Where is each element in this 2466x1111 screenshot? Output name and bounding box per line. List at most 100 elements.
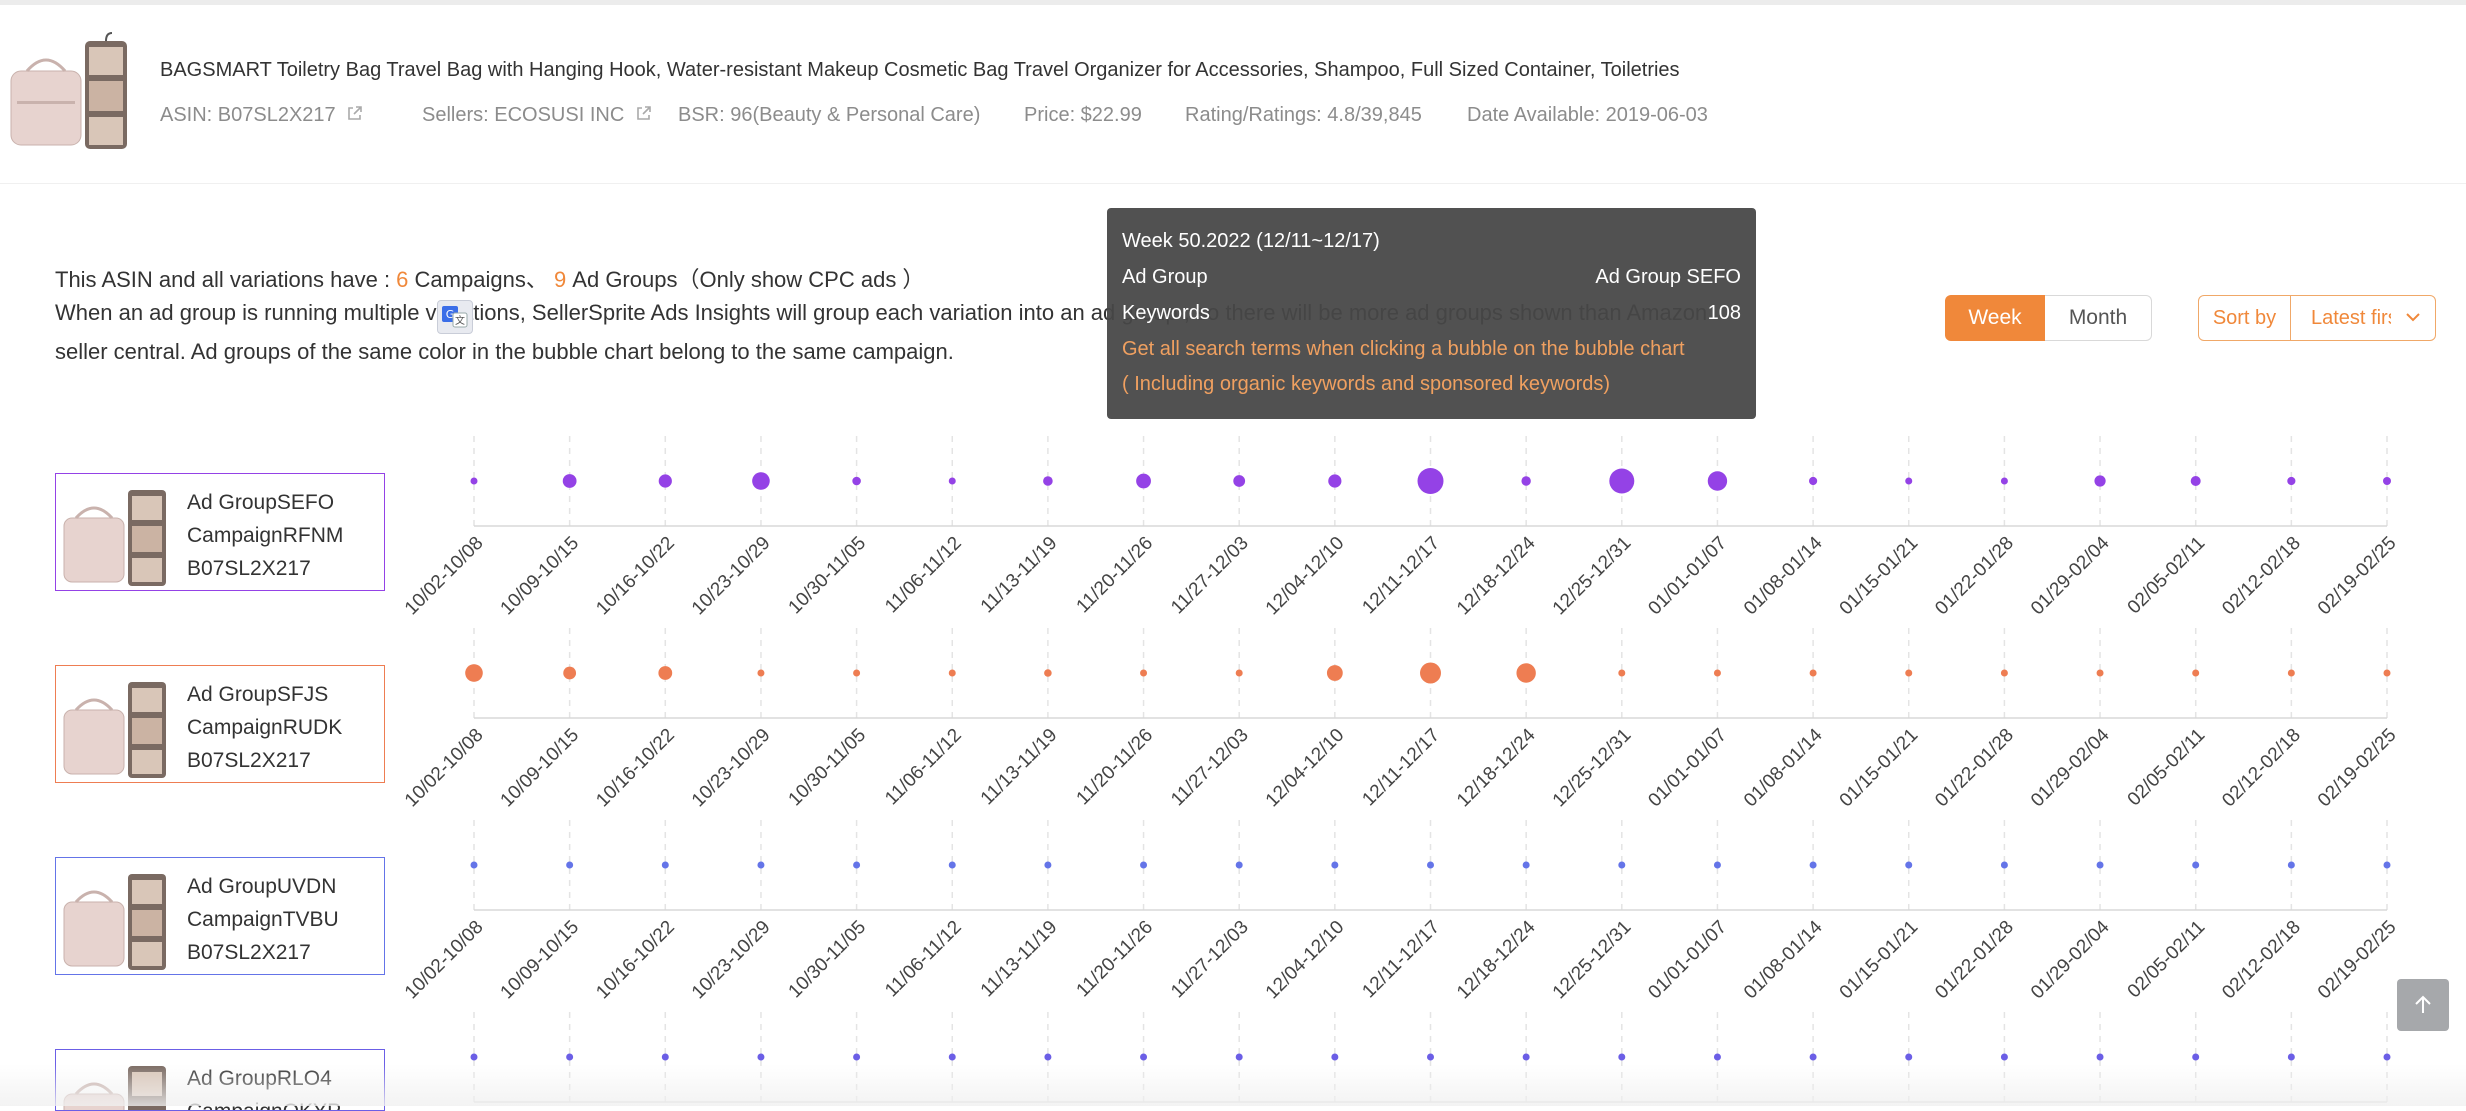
bubble[interactable] [1905,861,1913,869]
bubble[interactable] [563,666,577,680]
bubble[interactable] [1809,861,1817,869]
bubble[interactable] [1905,477,1913,485]
bubble[interactable] [1136,473,1151,489]
bubble[interactable] [658,474,672,488]
bubble[interactable] [757,861,765,869]
bubble[interactable] [1043,476,1053,486]
bubble[interactable] [2383,1053,2391,1061]
scroll-to-top-button[interactable] [2397,979,2449,1031]
bubble[interactable] [2287,861,2295,869]
bubble[interactable] [470,1053,478,1061]
adgroup-card-rlo4[interactable]: Ad GroupRLO4 CampaignOKYP [55,1049,385,1111]
bubble[interactable] [2000,669,2008,677]
bubble[interactable] [752,472,770,490]
bubble[interactable] [1235,669,1243,677]
product-thumbnail[interactable] [9,31,131,155]
week-toggle-button[interactable]: Week [1945,295,2045,341]
bubble[interactable] [1809,1053,1817,1061]
bubble[interactable] [1140,1053,1148,1061]
asin-text[interactable]: ASIN: B07SL2X217 [160,104,336,126]
bubble[interactable] [2096,861,2104,869]
bubble[interactable] [853,669,861,677]
sort-selected-value[interactable]: Latest first [2311,307,2391,329]
bubble[interactable] [1522,861,1530,869]
bubble[interactable] [1427,861,1434,869]
bubble[interactable] [2287,476,2296,486]
bubble[interactable] [1713,669,1721,677]
bubble[interactable] [948,1053,956,1061]
bubble[interactable] [1809,476,1818,486]
bubble[interactable] [2000,861,2008,869]
bubble[interactable] [1235,861,1243,869]
bubble[interactable] [948,861,956,869]
bubble[interactable] [566,1053,574,1061]
bubble[interactable] [1328,474,1342,488]
month-toggle-button[interactable]: Month [2045,295,2152,341]
bubble[interactable] [2192,1053,2200,1061]
bubble[interactable] [1713,1053,1721,1061]
bubble[interactable] [948,669,956,677]
bubble[interactable] [1331,1053,1339,1061]
bubble[interactable] [2192,669,2200,677]
bubble[interactable] [1809,669,1817,677]
bubble[interactable] [2094,475,2106,487]
bubble[interactable] [2287,1053,2295,1061]
bubble[interactable] [2383,861,2391,869]
bubble[interactable] [465,664,483,682]
bubble[interactable] [1427,1053,1434,1061]
bubble[interactable] [2000,477,2008,485]
bubble[interactable] [853,861,861,869]
bubble[interactable] [757,1053,765,1061]
adgroup-card-sfjs[interactable]: Ad GroupSFJS CampaignRUDK B07SL2X217 [55,665,385,783]
bubble[interactable] [661,861,669,869]
bubble[interactable] [1905,669,1913,677]
external-link-icon[interactable] [347,104,363,127]
bubble[interactable] [852,476,861,486]
bubble[interactable] [948,477,956,485]
bubble[interactable] [2096,669,2104,677]
bubble[interactable] [1713,861,1721,869]
adgroup-card-sefo[interactable]: Ad GroupSEFO CampaignRFNM B07SL2X217 [55,473,385,591]
bubble[interactable] [1516,663,1536,683]
bubble[interactable] [2383,669,2391,677]
product-title[interactable]: BAGSMART Toiletry Bag Travel Bag with Ha… [160,59,1680,81]
bubble[interactable] [562,474,577,488]
bubble[interactable] [757,669,765,677]
bubble[interactable] [566,861,574,869]
bubble[interactable] [1044,1053,1052,1061]
bubble[interactable] [1326,665,1343,681]
external-link-icon[interactable] [636,104,652,127]
bubble[interactable] [1707,471,1728,491]
bubble[interactable] [658,666,673,680]
bubble[interactable] [470,861,478,869]
bubble[interactable] [2000,1053,2008,1061]
bubble[interactable] [1331,861,1339,869]
bubble[interactable] [2383,477,2391,485]
bubble[interactable] [1905,1053,1913,1061]
bubble[interactable] [1417,468,1444,494]
bubble[interactable] [2096,1053,2104,1061]
bubble[interactable] [1140,669,1148,677]
bubble[interactable] [1044,861,1052,869]
bubble[interactable] [661,1053,669,1061]
bubble[interactable] [853,1053,861,1061]
bubble[interactable] [470,477,478,485]
bubble[interactable] [1140,861,1148,869]
bubble[interactable] [2190,476,2201,486]
sellers-text[interactable]: Sellers: ECOSUSI INC [422,104,625,126]
adgroup-card-uvdn[interactable]: Ad GroupUVDN CampaignTVBU B07SL2X217 [55,857,385,975]
bubble[interactable] [1044,669,1052,677]
bubble[interactable] [1521,476,1531,486]
bubble[interactable] [1522,1053,1530,1061]
sort-dropdown[interactable]: Sort by Latest first [2198,295,2436,341]
bubble[interactable] [2287,669,2295,677]
bubble[interactable] [1235,1053,1243,1061]
bubble[interactable] [1618,669,1626,677]
bubble[interactable] [1618,861,1626,869]
bubble[interactable] [1618,1053,1626,1061]
bubble[interactable] [1233,475,1246,487]
bubble[interactable] [2192,861,2200,869]
bubble[interactable] [1420,662,1441,684]
bubble[interactable] [1609,468,1635,494]
